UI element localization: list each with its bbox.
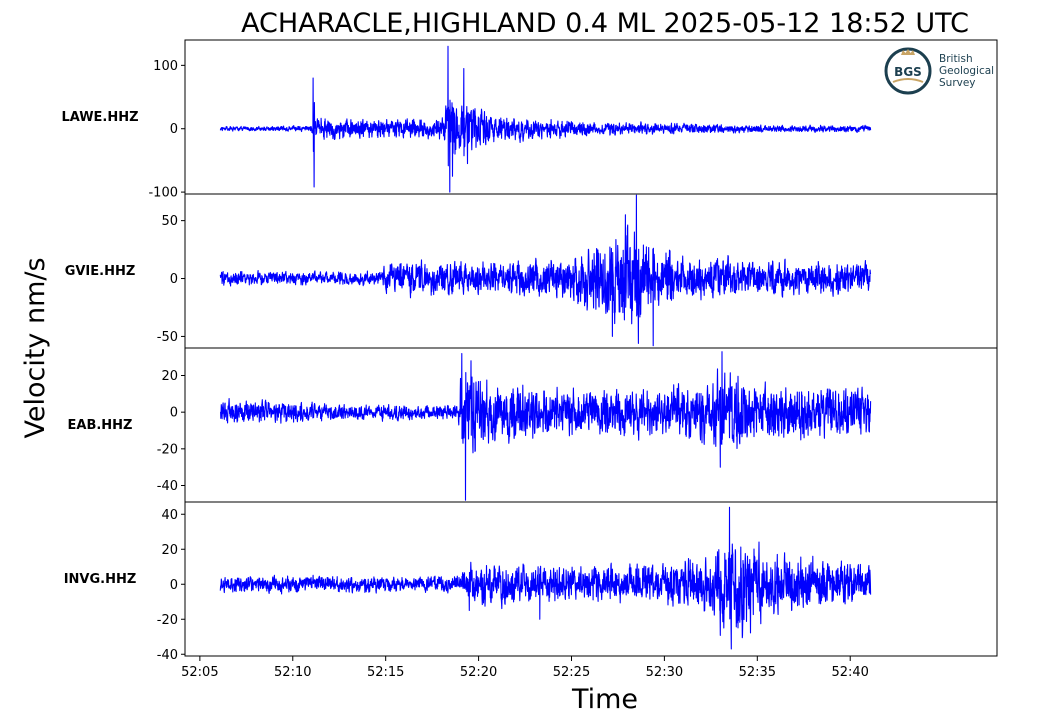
waveform-trace [219,45,872,193]
station-label: LAWE.HHZ [61,110,138,125]
panel-frame [184,39,998,195]
panel-gvie-hhz: GVIE.HHZ 50 0 -50 [65,193,998,349]
y-tick-label: 100 [153,59,178,74]
x-tick-label: 52:20 [460,665,497,680]
panel-lawe-hhz: LAWE.HHZ 100 0 -100 [61,39,998,201]
x-tick-label: 52:10 [274,665,311,680]
waveform-trace [219,194,872,347]
y-tick-label: -20 [157,613,178,628]
panel-frame [184,501,998,657]
y-tick-label: -40 [157,648,178,663]
logo-crown [901,49,915,55]
y-tick-label: 20 [161,543,178,558]
y-tick-label: 0 [170,578,178,593]
chart-title: ACHARACLE,HIGHLAND 0.4 ML 2025-05-12 18:… [241,8,969,39]
y-tick-label: 50 [161,214,178,229]
y-tick-label: -100 [148,186,178,201]
x-tick-label: 52:05 [181,665,218,680]
x-axis-ticks: 52:05 52:10 52:15 52:20 52:25 52:30 52:35 52:40 [181,656,869,680]
logo-line1: British [939,53,973,65]
waveform-trace [219,351,872,501]
waveform-trace [219,506,872,650]
logo-mark: BGS [894,65,922,79]
y-tick-label: 0 [170,122,178,137]
panel-frame [184,347,998,503]
x-tick-label: 52:15 [367,665,404,680]
y-tick-label: -40 [157,479,178,494]
y-tick-label: 20 [161,369,178,384]
logo-wave [892,78,924,83]
x-tick-label: 52:35 [739,665,776,680]
panel-eab-hhz: EAB.HHZ 20 0 -20 -40 [68,347,998,503]
station-label: INVG.HHZ [64,572,137,587]
x-tick-label: 52:40 [831,665,868,680]
station-label: EAB.HHZ [68,418,133,433]
y-tick-label: 0 [170,272,178,287]
x-axis-label: Time [571,684,638,715]
logo-line2: Geological [939,65,994,77]
y-tick-label: -50 [157,330,178,345]
trace-panels: LAWE.HHZ 100 0 -100 GVIE.HHZ 50 0 -50 EAB.HHZ 20 0… [61,39,998,663]
bgs-logo: BGS British Geological Survey [884,47,994,95]
logo-line3: Survey [939,77,976,89]
panel-invg-hhz: INVG.HHZ 40 20 0 -20 -40 [64,501,998,663]
y-axis-label: Velocity nm/s [20,257,51,438]
x-tick-label: 52:30 [646,665,683,680]
x-tick-label: 52:25 [553,665,590,680]
y-tick-label: -20 [157,442,178,457]
station-label: GVIE.HHZ [65,264,136,279]
y-tick-label: 0 [170,406,178,421]
y-tick-label: 40 [161,508,178,523]
